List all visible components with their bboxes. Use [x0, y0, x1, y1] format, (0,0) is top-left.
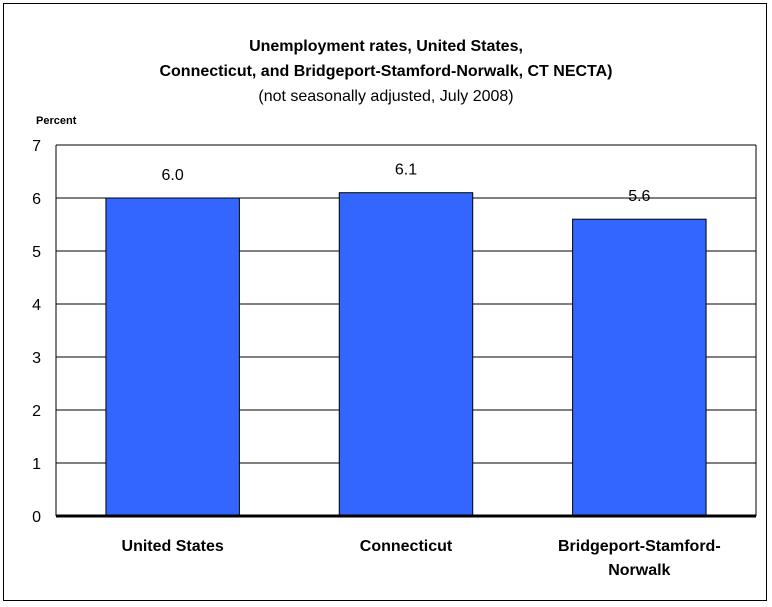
- data-label: 6.0: [162, 167, 184, 184]
- bar: [572, 218, 707, 517]
- y-tick-label: 6: [32, 191, 41, 208]
- y-tick-label: 2: [32, 403, 41, 420]
- y-tick-label: 0: [32, 509, 41, 526]
- chart-title-line-2: Connecticut, and Bridgeport-Stamford-Nor…: [159, 63, 612, 80]
- y-axis-label: Percent: [36, 115, 77, 127]
- chart-subtitle: (not seasonally adjusted, July 2008): [258, 88, 513, 105]
- bar: [105, 197, 240, 517]
- chart-title-line-1: Unemployment rates, United States,: [249, 38, 523, 55]
- x-category-label: Bridgeport-Stamford-: [558, 538, 721, 555]
- chart-frame: Unemployment rates, United States, Conne…: [3, 3, 767, 601]
- bar-chart: Unemployment rates, United States, Conne…: [32, 38, 757, 579]
- y-tick-label: 4: [32, 297, 41, 314]
- x-category-label: Norwalk: [608, 562, 670, 579]
- bar: [338, 192, 474, 517]
- y-tick-label: 3: [32, 350, 41, 367]
- x-category-label: United States: [122, 538, 224, 555]
- y-tick-label: 5: [32, 244, 41, 261]
- data-label: 6.1: [395, 162, 417, 179]
- plot-area: 0 1 2 3 4 5 6 7 6.0 United States 6.1 Connecticut 5.…: [32, 138, 757, 579]
- data-label: 5.6: [628, 188, 650, 205]
- x-category-label: Connecticut: [360, 538, 453, 555]
- y-tick-label: 7: [32, 138, 41, 155]
- y-tick-label: 1: [32, 456, 41, 473]
